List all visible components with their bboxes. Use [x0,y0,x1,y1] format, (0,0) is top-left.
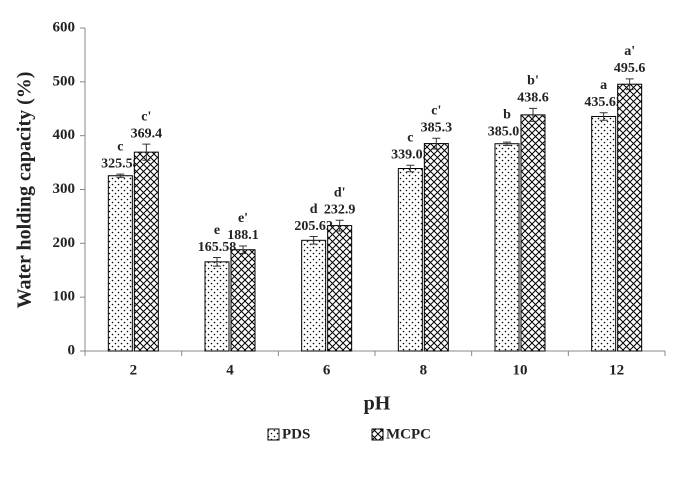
error-bar [625,78,634,91]
y-tick-label: 100 [53,289,76,305]
error-bar [213,257,221,267]
bar [494,143,520,352]
significance-label: c' [431,103,441,118]
significance-label: c [407,130,413,145]
significance-label: c [117,139,123,154]
y-tick-label: 600 [53,19,76,35]
significance-label: c' [141,109,151,124]
significance-label: a [600,78,607,93]
legend-swatch [267,428,280,441]
error-bar [406,164,415,173]
x-tick-label: 6 [323,362,331,378]
bar [107,175,133,352]
value-label: 205.62 [294,219,333,234]
y-tick-label: 300 [53,181,76,197]
significance-label: d' [334,185,346,200]
x-axis-label: pH [364,393,391,415]
x-tick-label: 12 [609,362,624,378]
error-bar [116,173,125,178]
legend-label: PDS [282,426,310,442]
value-label: 369.4 [131,126,163,141]
bar [301,239,327,352]
legend-label: MCPC [386,426,431,442]
significance-label: b [503,107,511,122]
value-label: 325.58 [101,156,140,171]
y-tick-label: 0 [68,342,76,358]
error-bar [309,236,318,245]
value-label: 435.62 [584,95,623,110]
value-label: 339.02 [391,147,430,162]
x-tick-label: 4 [226,362,234,378]
bar [591,115,617,352]
value-label: 438.6 [517,91,549,106]
y-tick-label: 500 [53,73,76,89]
value-label: 232.9 [324,202,356,217]
y-tick-label: 200 [53,235,76,251]
x-tick-label: 10 [513,362,528,378]
error-bar [142,143,151,161]
error-bar [503,141,511,146]
error-bar [239,245,247,255]
bar [230,249,256,352]
bar [204,261,230,352]
value-label: 385.3 [421,120,453,135]
value-label: 188.1 [227,228,259,243]
y-axis-label: Water holding capacity (%) [14,72,36,309]
bar [133,151,159,352]
error-bar [599,112,608,121]
bar [423,143,449,352]
significance-label: b' [527,74,539,89]
bar [520,114,546,352]
legend-swatch [371,428,384,441]
significance-label: a' [624,44,635,59]
bar [617,83,643,352]
bar [327,225,353,352]
x-tick-label: 8 [420,362,428,378]
x-tick-label: 2 [130,362,138,378]
value-label: 495.6 [614,61,646,76]
value-label: 165.58 [198,240,237,255]
error-bar [335,219,344,232]
bar [397,167,423,352]
error-bar [432,137,441,150]
error-bar [529,107,537,122]
y-tick-label: 400 [53,127,76,143]
value-label: 385.01 [488,124,527,139]
significance-label: e' [238,211,248,226]
significance-label: d [310,202,318,217]
significance-label: e [214,223,220,238]
